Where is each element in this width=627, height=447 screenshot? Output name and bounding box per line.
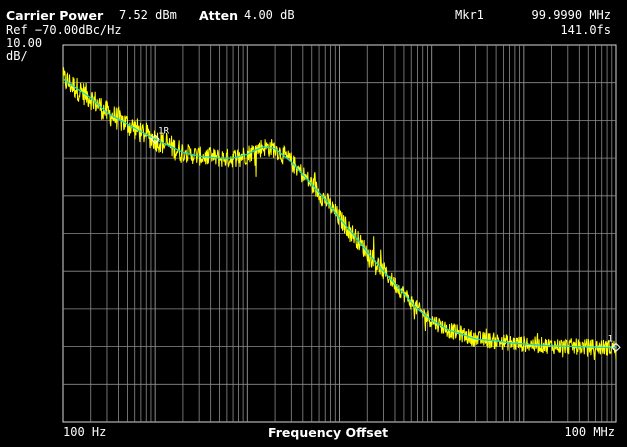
reference-level: Ref −70.00dBc/Hz: [6, 23, 122, 37]
scale-unit: dB/: [6, 49, 28, 63]
carrier-power-value: 7.52 dBm: [119, 8, 177, 22]
smoothed-trace: [62, 78, 617, 349]
marker-diamond: [150, 134, 160, 144]
marker-label: 1: [608, 334, 613, 344]
atten-label: Atten: [199, 8, 239, 23]
marker-label: 1R: [158, 126, 169, 136]
scale-value: 10.00: [6, 36, 43, 50]
marker-label: Mkr1: [455, 8, 484, 22]
carrier-power-label: Carrier Power: [6, 8, 104, 23]
marker-diamond: [611, 342, 621, 353]
grid: [63, 45, 616, 422]
atten-value: 4.00 dB: [244, 8, 295, 22]
start-frequency: 100 Hz: [63, 425, 107, 439]
x-axis-title: Frequency Offset: [268, 425, 389, 440]
marker-frequency: 99.9990 MHz: [531, 8, 611, 22]
smoothed-trace-line: [62, 78, 617, 349]
marker-value: 141.0fs: [560, 23, 611, 37]
markers: 1R 1: [150, 126, 621, 353]
stop-frequency: 100 MHz: [564, 425, 615, 439]
